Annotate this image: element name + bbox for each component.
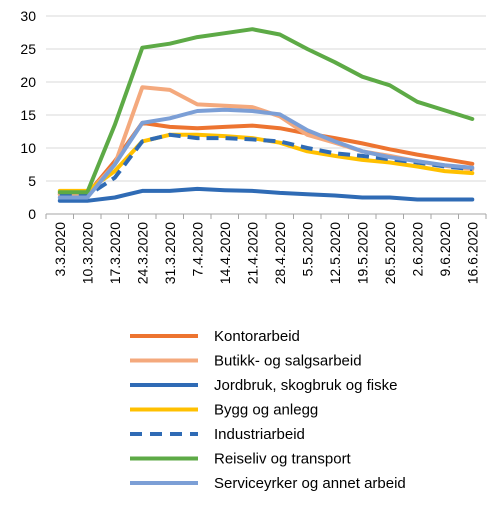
y-tick-label: 0 bbox=[28, 206, 36, 222]
legend-label-4: Bygg og anlegg bbox=[214, 402, 318, 419]
y-tick-label: 30 bbox=[20, 8, 36, 24]
series-line-3 bbox=[57, 186, 475, 203]
x-tick-label: 12.5.2020 bbox=[327, 222, 343, 284]
legend-label-3: Jordbruk, skogbruk og fiske bbox=[214, 377, 397, 394]
x-tick-label: 17.3.2020 bbox=[107, 222, 123, 284]
legend-label-2: Butikk- og salgsarbeid bbox=[214, 353, 362, 370]
x-tick-label: 7.4.2020 bbox=[189, 222, 205, 277]
series-lines bbox=[57, 27, 475, 203]
x-tick-label: 31.3.2020 bbox=[162, 222, 178, 284]
x-tick-label: 28.4.2020 bbox=[272, 222, 288, 284]
legend: Kontorarbeid Butikk- og salgsarbeid Jordbr… bbox=[130, 328, 406, 492]
x-tick-label: 26.5.2020 bbox=[382, 222, 398, 284]
legend-label-6: Reiseliv og transport bbox=[214, 451, 352, 468]
x-tick-label: 9.6.2020 bbox=[437, 222, 453, 277]
x-tick-label: 21.4.2020 bbox=[244, 222, 260, 284]
gridlines bbox=[46, 15, 486, 215]
legend-label-1: Kontorarbeid bbox=[214, 328, 300, 345]
y-tick-label: 25 bbox=[20, 41, 36, 57]
x-tick-label: 19.5.2020 bbox=[354, 222, 370, 284]
y-tick-label: 20 bbox=[20, 74, 36, 90]
x-tick-label: 16.6.2020 bbox=[464, 222, 480, 284]
legend-label-5: Industriarbeid bbox=[214, 426, 305, 443]
y-axis-ticks: 0 5 10 15 20 25 30 bbox=[20, 8, 36, 222]
x-tick-label: 10.3.2020 bbox=[79, 222, 95, 284]
x-tick-label: 24.3.2020 bbox=[134, 222, 150, 284]
series-line-7 bbox=[57, 107, 475, 200]
series-line-6 bbox=[57, 27, 475, 195]
x-tick-label: 14.4.2020 bbox=[217, 222, 233, 284]
x-tick-label: 5.5.2020 bbox=[299, 222, 315, 277]
legend-label-7: Serviceyrker og annet arbeid bbox=[214, 475, 406, 492]
y-tick-label: 15 bbox=[20, 107, 36, 123]
x-tick-label: 3.3.2020 bbox=[52, 222, 68, 277]
x-axis-ticks: 3.3.2020 10.3.2020 17.3.2020 24.3.2020 31.3.… bbox=[45, 214, 487, 284]
y-tick-label: 10 bbox=[20, 140, 36, 156]
x-tick-label: 2.6.2020 bbox=[409, 222, 425, 277]
y-tick-label: 5 bbox=[28, 173, 36, 189]
